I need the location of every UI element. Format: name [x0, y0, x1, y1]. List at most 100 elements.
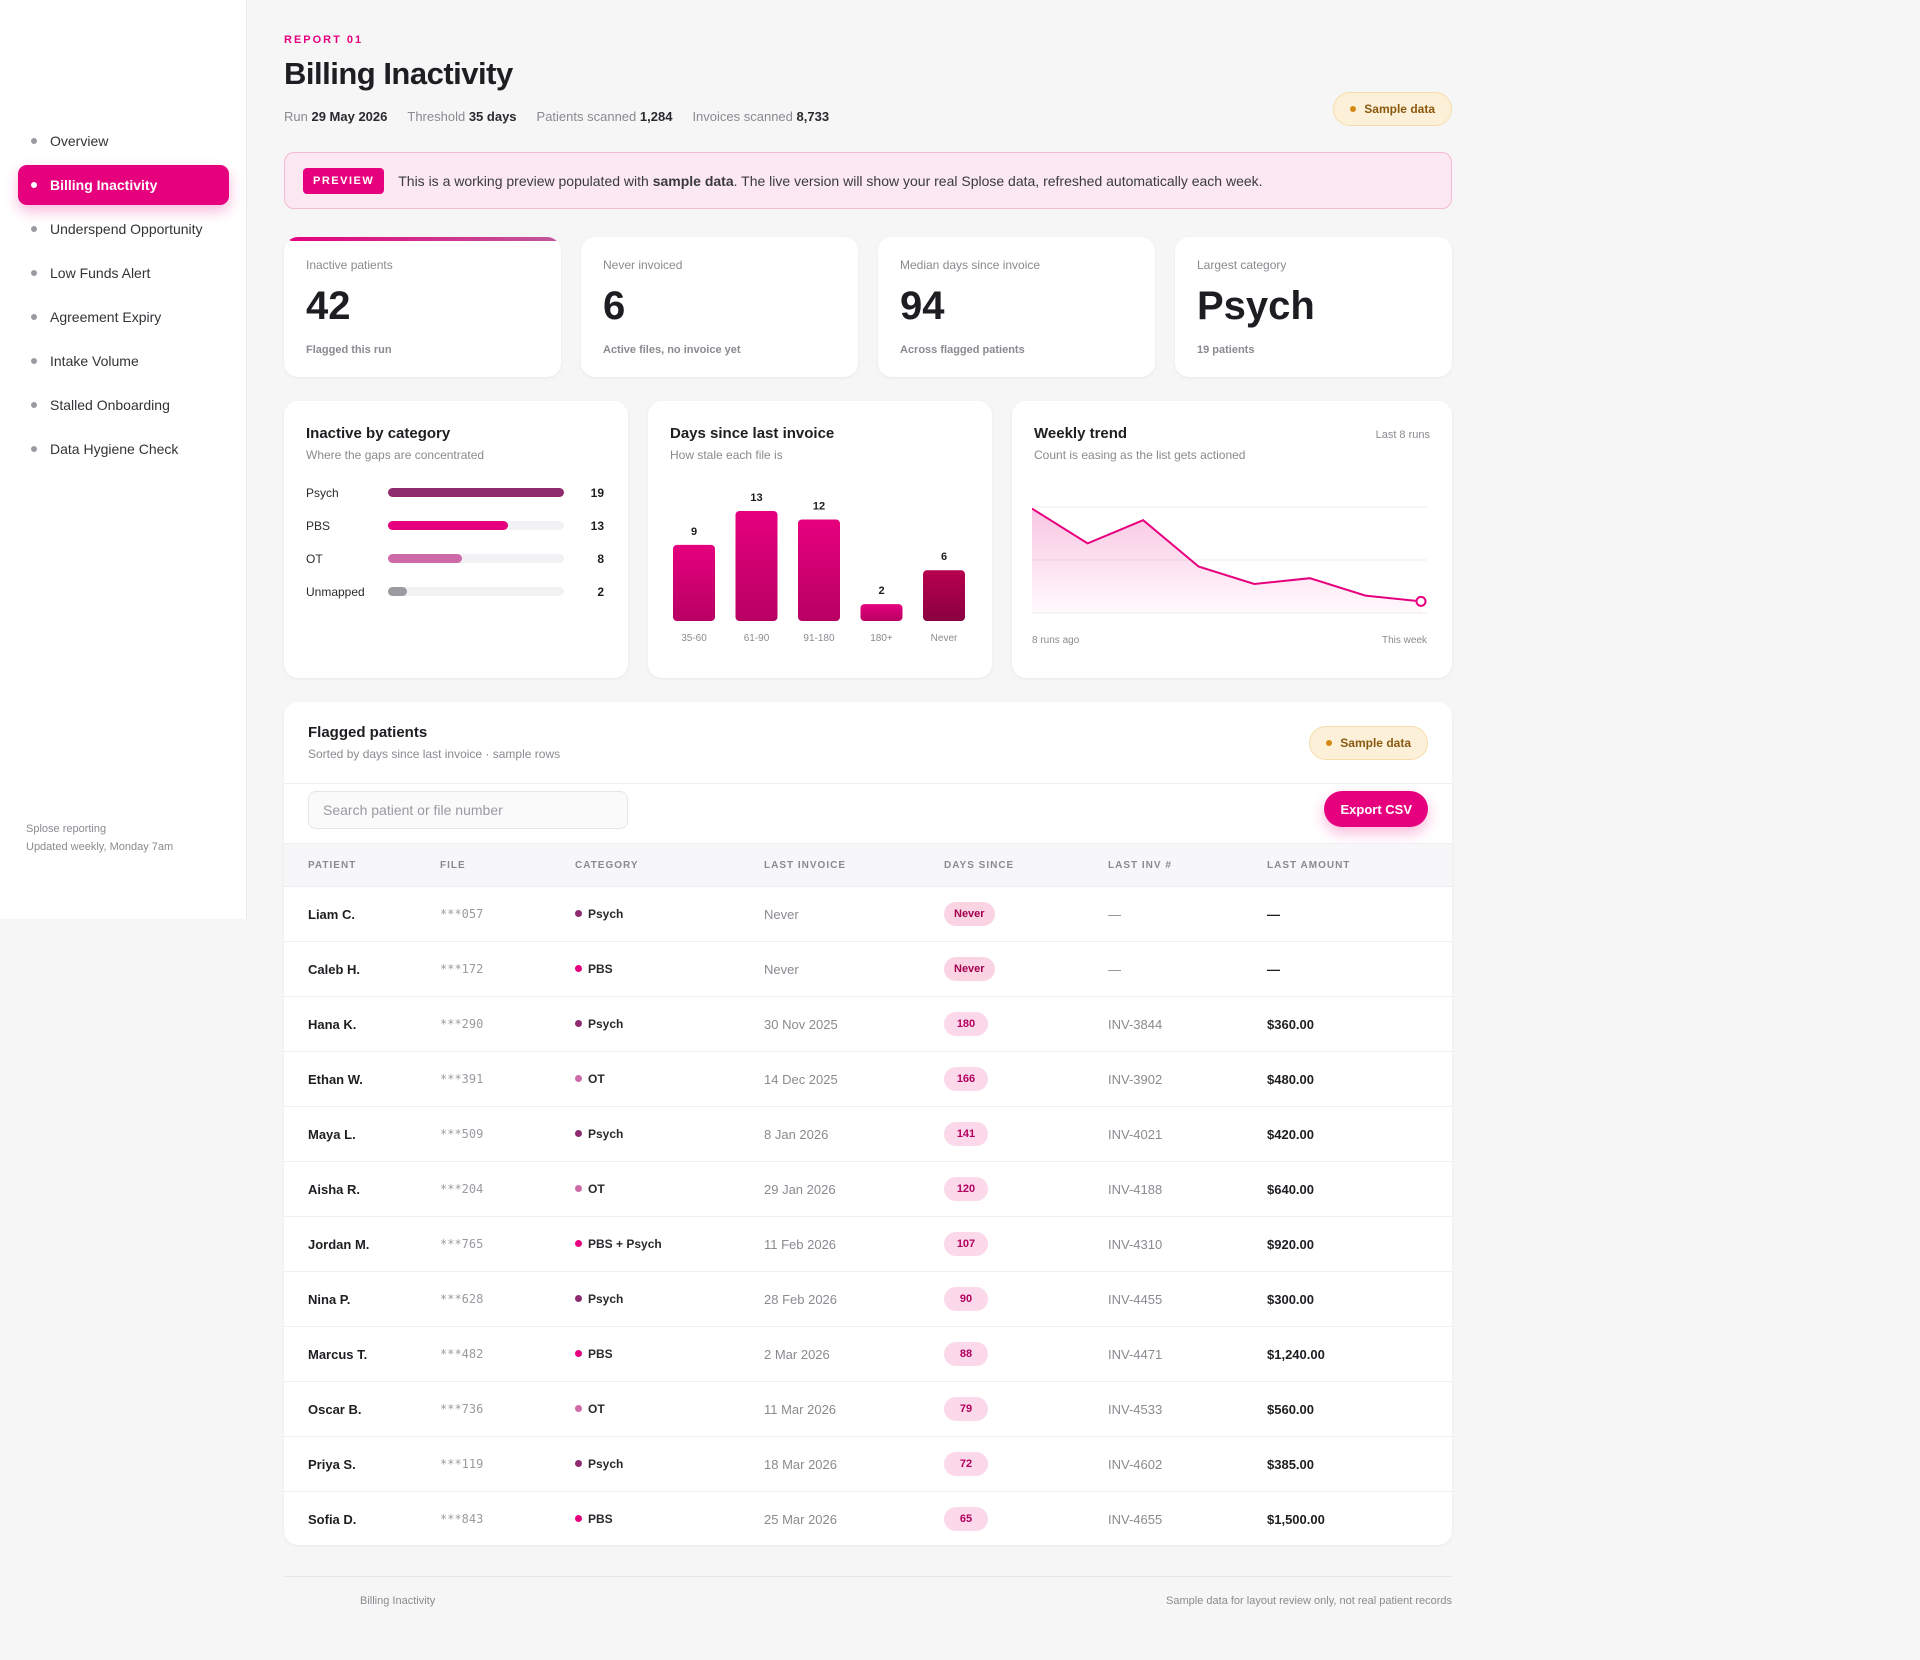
bar-value-label: 13: [590, 518, 604, 533]
last-amount: $385.00: [1267, 1436, 1452, 1492]
chart-subtitle: How stale each file is: [670, 448, 783, 462]
patient-name[interactable]: Liam C.: [284, 886, 440, 942]
table-row[interactable]: Caleb H. ***172 PBS Never Never — —: [284, 941, 1452, 997]
patient-name[interactable]: Oscar B.: [284, 1381, 440, 1437]
table-row[interactable]: Nina P. ***628 Psych 28 Feb 2026 90 INV-4455 $…: [284, 1271, 1452, 1327]
sidebar-item-intake-volume[interactable]: Intake Volume: [18, 341, 229, 381]
bar: [388, 587, 407, 596]
column-header[interactable]: LAST INVOICE: [764, 843, 944, 887]
days-since-badge: 107: [944, 1232, 988, 1256]
patient-name[interactable]: Marcus T.: [284, 1326, 440, 1382]
table-row[interactable]: Priya S. ***119 Psych 18 Mar 2026 72 INV-4602…: [284, 1436, 1452, 1492]
table-row[interactable]: Hana K. ***290 Psych 30 Nov 2025 180 INV-3844…: [284, 996, 1452, 1052]
file-number: ***509: [440, 1106, 575, 1162]
x-start-label: 8 runs ago: [1032, 635, 1080, 646]
kpi-label: Never invoiced: [603, 258, 683, 272]
category-cell: Psych: [575, 996, 764, 1052]
column-header[interactable]: FILE: [440, 843, 575, 887]
sidebar-item-underspend-opportunity[interactable]: Underspend Opportunity: [18, 209, 229, 249]
kpi-subtext: Flagged this run: [306, 344, 392, 356]
table-row[interactable]: Sofia D. ***843 PBS 25 Mar 2026 65 INV-4655 $1…: [284, 1492, 1452, 1546]
days-bar-chart: 9 35-60 13 61-90 12 91-180 2 180+ 6 Never: [673, 492, 965, 644]
file-number: ***765: [440, 1216, 575, 1272]
banner-text: This is a working preview populated with…: [398, 172, 1263, 189]
table-row[interactable]: Aisha R. ***204 OT 29 Jan 2026 120 INV-4188 $6…: [284, 1161, 1452, 1217]
sidebar-item-agreement-expiry[interactable]: Agreement Expiry: [18, 297, 229, 337]
table-row[interactable]: Liam C. ***057 Psych Never Never — —: [284, 886, 1452, 942]
chart-card-days-since-invoice: Days since last invoice How stale each f…: [648, 401, 992, 678]
last-invoice-number: INV-3902: [1108, 1051, 1267, 1107]
category-dot-icon: [575, 910, 582, 917]
chart-title: Days since last invoice: [670, 425, 835, 442]
patient-name[interactable]: Aisha R.: [284, 1161, 440, 1217]
last-invoice-number: INV-4310: [1108, 1216, 1267, 1272]
column-header[interactable]: CATEGORY: [575, 843, 764, 887]
days-since-badge: 90: [944, 1287, 988, 1311]
meta-invoices-scanned: Invoices scanned 8,733: [692, 109, 830, 124]
bullet-icon: [31, 314, 37, 320]
bar-value-label: 2: [878, 585, 884, 597]
trend-area: [1032, 508, 1421, 613]
bullet-icon: [31, 182, 37, 188]
kpi-label: Largest category: [1197, 258, 1287, 272]
category-dot-icon: [575, 1515, 582, 1523]
category-bar-row: OT 8: [306, 542, 606, 575]
file-number: ***843: [440, 1512, 484, 1527]
table-row[interactable]: Jordan M. ***765 PBS + Psych 11 Feb 2026 107…: [284, 1216, 1452, 1272]
bar: [388, 521, 509, 530]
category-dot-icon: [575, 1240, 582, 1247]
last-invoice-number: INV-4455: [1108, 1271, 1267, 1327]
file-number: ***057: [440, 886, 575, 942]
trend-line: [1032, 507, 1422, 603]
export-csv-button[interactable]: Export CSV: [1324, 791, 1428, 827]
file-number: ***628: [440, 1271, 575, 1327]
patient-name[interactable]: Sofia D.: [308, 1511, 357, 1527]
sidebar-item-low-funds-alert[interactable]: Low Funds Alert: [18, 253, 229, 293]
sidebar-item-data-hygiene-check[interactable]: Data Hygiene Check: [18, 429, 229, 469]
kpi-row: Inactive patients 42 Flagged this run Ne…: [284, 237, 1452, 377]
search-input[interactable]: [308, 791, 628, 829]
category-cell: PBS + Psych: [575, 1216, 764, 1272]
category-dot-icon: [575, 1075, 582, 1082]
bar-value-label: 8: [597, 551, 604, 566]
column-header[interactable]: PATIENT: [284, 843, 440, 887]
last-amount: $560.00: [1267, 1381, 1452, 1437]
last-invoice-number: INV-3844: [1108, 996, 1267, 1052]
sidebar-nav: Overview Billing Inactivity Underspend O…: [18, 121, 229, 473]
patient-name[interactable]: Priya S.: [284, 1436, 440, 1492]
chart-range-label: Last 8 runs: [1375, 429, 1430, 441]
last-invoice-date: 2 Mar 2026: [764, 1326, 944, 1382]
sidebar-item-billing-inactivity[interactable]: Billing Inactivity: [18, 165, 229, 205]
patient-name[interactable]: Ethan W.: [284, 1051, 440, 1107]
bar-value-label: 19: [590, 485, 604, 500]
table-row[interactable]: Oscar B. ***736 OT 11 Mar 2026 79 INV-4533 $56…: [284, 1381, 1452, 1437]
sidebar-footer-line: Updated weekly, Monday 7am: [26, 841, 174, 853]
patient-name[interactable]: Jordan M.: [284, 1216, 440, 1272]
sidebar-item-stalled-onboarding[interactable]: Stalled Onboarding: [18, 385, 229, 425]
column-header[interactable]: LAST AMOUNT: [1267, 843, 1452, 887]
sidebar-item-overview[interactable]: Overview: [18, 121, 229, 161]
last-amount: $1,500.00: [1267, 1511, 1325, 1527]
days-since-badge: Never: [944, 902, 995, 926]
days-since-cell: 180: [944, 996, 1108, 1052]
patient-name[interactable]: Caleb H.: [284, 941, 440, 997]
column-header[interactable]: LAST INV #: [1108, 843, 1267, 887]
chart-card-inactive-by-category: Inactive by category Where the gaps are …: [284, 401, 628, 678]
table-row[interactable]: Marcus T. ***482 PBS 2 Mar 2026 88 INV-4471 $1…: [284, 1326, 1452, 1382]
bullet-icon: [31, 402, 37, 408]
patient-name[interactable]: Nina P.: [284, 1271, 440, 1327]
column-header[interactable]: DAYS SINCE: [944, 843, 1108, 887]
preview-tag: PREVIEW: [303, 167, 385, 194]
days-since-badge: 72: [944, 1452, 988, 1476]
bar-label: PBS: [306, 518, 331, 533]
patient-name[interactable]: Maya L.: [284, 1106, 440, 1162]
bar: [923, 570, 965, 621]
table-row[interactable]: Ethan W. ***391 OT 14 Dec 2025 166 INV-3902 $4…: [284, 1051, 1452, 1107]
file-number: ***290: [440, 996, 575, 1052]
category-cell: OT: [575, 1381, 764, 1437]
category-dot-icon: [575, 965, 582, 972]
bar: [388, 488, 564, 497]
days-since-badge: 88: [944, 1342, 988, 1366]
table-row[interactable]: Maya L. ***509 Psych 8 Jan 2026 141 INV-4021 $…: [284, 1106, 1452, 1162]
patient-name[interactable]: Hana K.: [284, 996, 440, 1052]
